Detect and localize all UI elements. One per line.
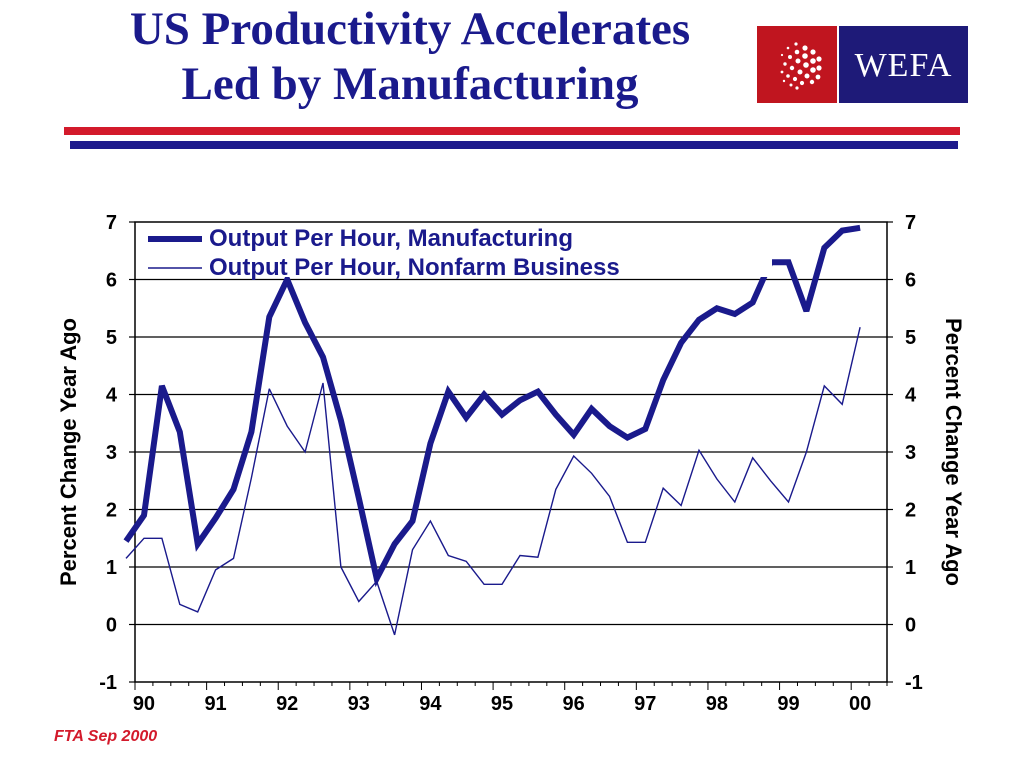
- legend-label-nonfarm: Output Per Hour, Nonfarm Business: [209, 254, 620, 281]
- y-tick-label: 1: [905, 557, 916, 579]
- y-axis-right-title: Percent Change Year Ago: [941, 318, 966, 586]
- series-lines: [123, 224, 861, 636]
- y-tick-label: 2: [106, 500, 117, 522]
- slide-title: US Productivity Accelerates Led by Manuf…: [60, 2, 760, 112]
- x-tick-label: 95: [491, 693, 513, 715]
- y-tick-label: 5: [106, 327, 117, 349]
- legend-label-manufacturing: Output Per Hour, Manufacturing: [209, 225, 573, 252]
- x-tick-marks: [134, 682, 888, 690]
- x-axis-tick-labels: 90 91 92 93 94 95 96 97 98 99 00: [133, 693, 871, 715]
- y-tick-label: -1: [99, 672, 117, 694]
- series-line-nonfarm: [125, 327, 861, 636]
- y-tick-label: 6: [905, 270, 916, 292]
- legend-background: [144, 225, 772, 277]
- footnote-source: FTA Sep 2000: [54, 728, 158, 745]
- x-tick-label: 97: [634, 693, 656, 715]
- y-tick-label: 6: [106, 270, 117, 292]
- y-tick-label: 7: [905, 212, 916, 234]
- x-tick-label: 99: [777, 693, 799, 715]
- logo-globe-panel: [757, 26, 837, 103]
- wefa-logo: WEFA: [757, 26, 968, 103]
- x-tick-label: 91: [204, 693, 226, 715]
- y-tick-label: 4: [905, 385, 917, 407]
- y-tick-label: 7: [106, 212, 117, 234]
- y-axis-right-ticks: -1 0 1 2 3 4 5 6 7: [887, 212, 923, 694]
- y-tick-label: 1: [106, 557, 117, 579]
- y-tick-label: 2: [905, 500, 916, 522]
- x-tick-label: 96: [563, 693, 585, 715]
- x-tick-label: 90: [133, 693, 155, 715]
- title-rule-red: [64, 127, 960, 135]
- x-tick-label: 98: [706, 693, 728, 715]
- grid-lines: [135, 278, 887, 626]
- legend: Output Per Hour, Manufacturing Output Pe…: [144, 225, 772, 281]
- series-line-manufacturing: [123, 224, 861, 588]
- y-tick-label: -1: [905, 672, 923, 694]
- y-tick-label: 4: [106, 385, 118, 407]
- x-tick-label: 93: [348, 693, 370, 715]
- y-tick-label: 3: [106, 442, 117, 464]
- y-tick-label: 3: [905, 442, 916, 464]
- logo-wordmark-panel: WEFA: [839, 26, 968, 103]
- y-axis-left-ticks: -1 0 1 2 3 4 5 6 7: [99, 212, 135, 694]
- title-rule-blue: [70, 141, 958, 149]
- x-tick-label: 00: [849, 693, 871, 715]
- x-tick-label: 92: [276, 693, 298, 715]
- globe-dots-icon: [780, 42, 822, 90]
- y-tick-label: 0: [905, 615, 916, 637]
- title-line-1: US Productivity Accelerates: [129, 3, 691, 55]
- y-tick-label: 5: [905, 327, 916, 349]
- y-tick-label: 0: [106, 615, 117, 637]
- title-line-2: Led by Manufacturing: [181, 58, 639, 110]
- x-tick-label: 94: [419, 693, 442, 715]
- y-axis-left-title: Percent Change Year Ago: [56, 318, 81, 586]
- logo-wordmark: WEFA: [854, 47, 953, 84]
